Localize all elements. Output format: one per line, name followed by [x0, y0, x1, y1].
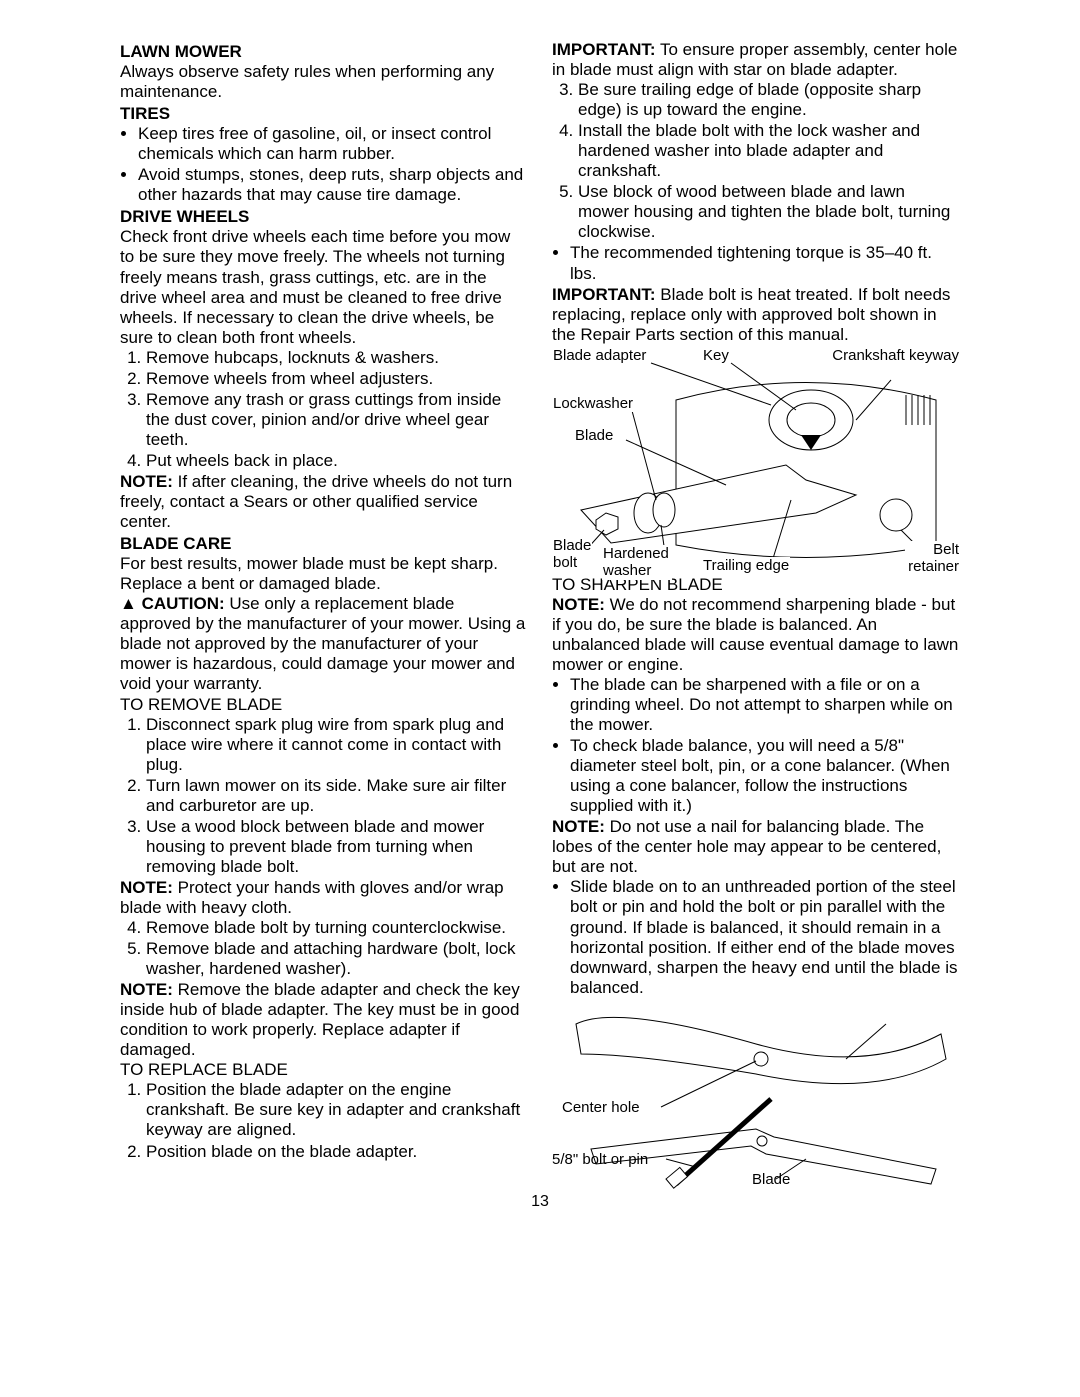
replace-step: Position the blade adapter on the engine…: [146, 1080, 528, 1140]
replace-blade-heading: TO REPLACE BLADE: [120, 1060, 528, 1080]
caution-prefix: CAUTION:: [142, 594, 225, 613]
note-prefix: NOTE:: [120, 980, 173, 999]
replace-step: Position blade on the blade adapter.: [146, 1142, 528, 1162]
drive-wheels-heading: DRIVE WHEELS: [120, 207, 528, 227]
remove-step: Remove blade bolt by turning countercloc…: [146, 918, 528, 938]
note-prefix: NOTE:: [552, 817, 605, 836]
drive-step: Put wheels back in place.: [146, 451, 528, 471]
caution: ▲ CAUTION: Use only a replacement blade …: [120, 594, 528, 694]
lawn-mower-heading: LAWN MOWER: [120, 42, 528, 62]
sharpen-note1: NOTE: We do not recommend sharpening bla…: [552, 595, 960, 675]
drive-step: Remove any trash or grass cuttings from …: [146, 390, 528, 450]
blade-care-heading: BLADE CARE: [120, 534, 528, 554]
blade-balance-diagram: Center hole 5/8" bolt or pin Blade: [552, 999, 960, 1189]
fig-label: Trailing edge: [702, 557, 790, 575]
tires-bullet: Avoid stumps, stones, deep ruts, sharp o…: [138, 165, 528, 205]
remove-step: Disconnect spark plug wire from spark pl…: [146, 715, 528, 775]
page-number: 13: [120, 1193, 960, 1212]
important-prefix: IMPORTANT:: [552, 285, 656, 304]
sharpen-note2: NOTE: Do not use a nail for balancing bl…: [552, 817, 960, 877]
remove-note: NOTE: Protect your hands with gloves and…: [120, 878, 528, 918]
important-1: IMPORTANT: To ensure proper assembly, ce…: [552, 40, 960, 80]
tires-bullet: Keep tires free of gasoline, oil, or ins…: [138, 124, 528, 164]
sharpen-bullet: The blade can be sharpened with a file o…: [570, 675, 960, 735]
fig-label: 5/8" bolt or pin: [552, 1151, 648, 1169]
note-body: Remove the blade adapter and check the k…: [120, 980, 520, 1059]
note-prefix: NOTE:: [120, 472, 173, 491]
fig-label: Blade: [574, 427, 614, 445]
lawn-mower-intro: Always observe safety rules when perform…: [120, 62, 528, 102]
fig-label: Blade adapter: [552, 347, 647, 365]
note-prefix: NOTE:: [120, 878, 173, 897]
fig-label: Belt retainer: [905, 541, 960, 576]
replace-step: Be sure trailing edge of blade (opposite…: [578, 80, 960, 120]
drive-step: Remove hubcaps, locknuts & washers.: [146, 348, 528, 368]
note-body: If after cleaning, the drive wheels do n…: [120, 472, 512, 531]
important-prefix: IMPORTANT:: [552, 40, 656, 59]
torque-bullet: The recommended tightening torque is 35–…: [570, 243, 960, 283]
note-body: Protect your hands with gloves and/or wr…: [120, 878, 504, 917]
fig-label: Lockwasher: [552, 395, 634, 413]
replace-step: Install the blade bolt with the lock was…: [578, 121, 960, 181]
sharpen-bullet: Slide blade on to an unthreaded portion …: [570, 877, 960, 997]
remove-note2: NOTE: Remove the blade adapter and check…: [120, 980, 528, 1060]
fig-label: Blade bolt: [552, 537, 592, 572]
fig-label: Center hole: [562, 1099, 640, 1117]
fig-label: Crankshaft keyway: [831, 347, 960, 365]
blade-assembly-diagram: Blade adapter Key Crankshaft keyway Lock…: [552, 345, 960, 575]
tires-heading: TIRES: [120, 104, 528, 124]
fig-label: Key: [702, 347, 730, 365]
fig-label: Hardened washer: [602, 545, 672, 580]
sharpen-bullet: To check blade balance, you will need a …: [570, 736, 960, 816]
warning-icon: ▲: [120, 594, 137, 613]
note-body: We do not recommend sharpening blade - b…: [552, 595, 958, 674]
remove-blade-heading: TO REMOVE BLADE: [120, 695, 528, 715]
important-2: IMPORTANT: Blade bolt is heat treated. I…: [552, 285, 960, 345]
fig-label: Blade: [752, 1171, 790, 1189]
blade-care-body: For best results, mower blade must be ke…: [120, 554, 528, 594]
drive-note: NOTE: If after cleaning, the drive wheel…: [120, 472, 528, 532]
replace-step: Use block of wood between blade and lawn…: [578, 182, 960, 242]
note-prefix: NOTE:: [552, 595, 605, 614]
note-body: Do not use a nail for balancing blade. T…: [552, 817, 941, 876]
remove-step: Use a wood block between blade and mower…: [146, 817, 528, 877]
remove-step: Turn lawn mower on its side. Make sure a…: [146, 776, 528, 816]
drive-wheels-body: Check front drive wheels each time befor…: [120, 227, 528, 347]
drive-step: Remove wheels from wheel adjusters.: [146, 369, 528, 389]
remove-step: Remove blade and attaching hardware (bol…: [146, 939, 528, 979]
